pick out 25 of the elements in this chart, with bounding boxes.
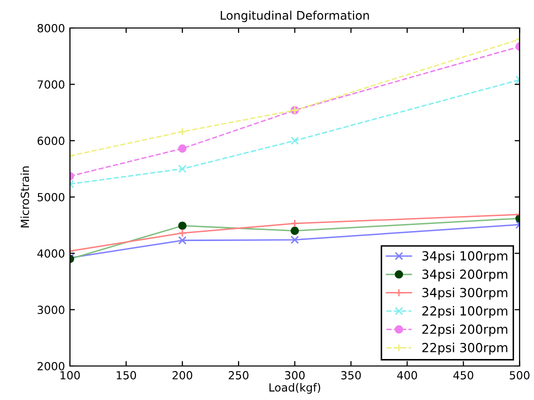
- legend-label: 22psi 300rpm: [422, 342, 508, 355]
- y-tick-label: 5000: [38, 192, 64, 202]
- x-tick-label: 300: [285, 371, 305, 380]
- x-tick-label: 350: [341, 371, 361, 380]
- y-tick-label: 7000: [38, 80, 64, 89]
- x-tick-label: 400: [397, 371, 418, 380]
- x-tick-label: 500: [510, 371, 530, 380]
- x-tick-label: 150: [116, 371, 136, 380]
- x-tick-label: 450: [453, 371, 474, 380]
- legend-label: 22psi 200rpm: [422, 324, 508, 336]
- legend-label: 22psi 100rpm: [422, 306, 508, 318]
- y-tick-label: 6000: [38, 136, 64, 146]
- y-tick-label: 2000: [38, 362, 64, 370]
- y-tick-label: 8000: [38, 24, 64, 32]
- chart-title: Longitudinal Deformation: [220, 10, 369, 22]
- legend-label: 34psi 100rpm: [422, 250, 508, 264]
- y-tick-label: 3000: [38, 306, 64, 314]
- y-axis-title: MicroStrain: [20, 166, 30, 228]
- x-tick-label: 250: [228, 371, 248, 380]
- x-tick-label: 100: [60, 371, 80, 380]
- legend-label: 34psi 200rpm: [422, 269, 508, 282]
- legend-label: 34psi 300rpm: [422, 288, 508, 300]
- y-tick-label: 4000: [37, 249, 64, 258]
- x-axis-title: Load(kgf): [269, 383, 320, 394]
- x-tick-label: 200: [172, 371, 192, 380]
